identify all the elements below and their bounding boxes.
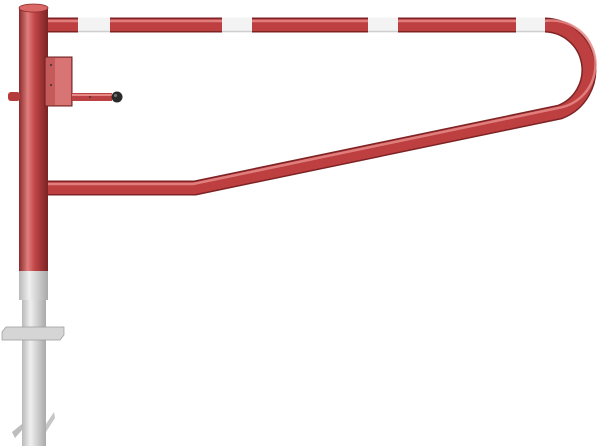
post-cap [18, 3, 49, 13]
mounting-flange [1, 326, 65, 341]
post-base [1, 270, 65, 446]
knob-icon[interactable] [111, 91, 123, 103]
latch [8, 56, 123, 107]
white-stripes [78, 17, 545, 33]
post [18, 3, 49, 271]
gate-arm [45, 17, 597, 196]
